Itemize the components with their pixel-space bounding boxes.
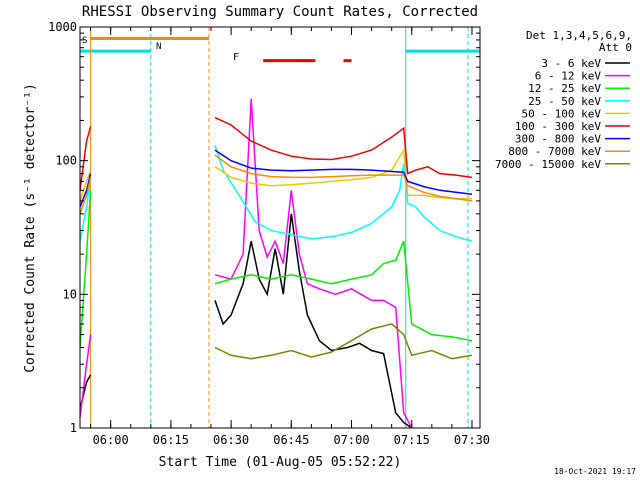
flag-label-f: F <box>233 52 239 63</box>
legend-entry-label: 50 - 100 keV <box>522 107 602 120</box>
legend-header-1: Det 1,3,4,5,6,9, <box>526 29 632 42</box>
x-tick-label: 07:15 <box>394 433 430 447</box>
series-line-4 <box>79 169 92 202</box>
x-axis: 06:00 06:15 06:30 06:45 07:00 07:15 07:30 <box>90 27 490 447</box>
series-line-2 <box>214 240 473 342</box>
series-line-3 <box>214 145 473 242</box>
series-line-8 <box>214 323 473 360</box>
x-tick-label: 06:45 <box>273 433 309 447</box>
series-line-7 <box>79 177 92 215</box>
y-axis: 1 10 100 1000 <box>48 20 480 435</box>
plot-frame <box>79 26 481 429</box>
legend-entry-label: 25 - 50 keV <box>528 95 601 108</box>
legend-entry-label: 800 - 7000 keV <box>508 145 601 158</box>
legend-entry-label: 12 - 25 keV <box>528 82 601 95</box>
x-tick-label: 06:00 <box>93 433 129 447</box>
x-axis-label: Start Time (01-Aug-05 05:52:22) <box>159 455 402 470</box>
x-tick-label: 06:30 <box>213 433 249 447</box>
series-line-1 <box>214 98 413 429</box>
x-tick-label: 06:15 <box>153 433 189 447</box>
legend-entry-label: 3 - 6 keV <box>541 57 601 70</box>
series-line-5 <box>214 116 473 179</box>
series-line-4 <box>214 147 472 200</box>
series-line-0 <box>214 213 413 429</box>
y-tick-label: 10 <box>63 287 77 301</box>
y-tick-label: 100 <box>55 154 77 168</box>
series-line-6 <box>214 149 473 196</box>
y-tick-label: 1000 <box>48 20 77 34</box>
chart-title: RHESSI Observing Summary Count Rates, Co… <box>82 4 478 20</box>
legend-entry-label: 300 - 800 keV <box>515 133 601 146</box>
series-line-6 <box>79 173 92 208</box>
flag-label-n: N <box>156 42 161 52</box>
series-line-2 <box>79 190 92 348</box>
series-line-7 <box>214 154 473 202</box>
flag-label-s: S <box>82 36 87 46</box>
y-tick-label: 1 <box>70 421 77 435</box>
x-tick-label: 07:30 <box>454 433 490 447</box>
observing-flags: S N F <box>80 27 480 428</box>
legend-entry-label: 100 - 300 keV <box>515 120 601 133</box>
legend-entry-label: 6 - 12 keV <box>535 70 602 83</box>
legend-entry-label: 7000 - 15000 keV <box>495 158 601 171</box>
y-axis-label: Corrected Count Rate (s⁻¹ detector⁻¹) <box>23 83 38 373</box>
x-tick-label: 07:00 <box>333 433 369 447</box>
footer-timestamp: 18-Oct-2021 19:17 <box>554 467 636 476</box>
series-line-3 <box>79 177 92 242</box>
legend-header-2: Att 0 <box>599 41 632 54</box>
series-layer <box>79 98 473 429</box>
series-line-1 <box>79 334 92 418</box>
